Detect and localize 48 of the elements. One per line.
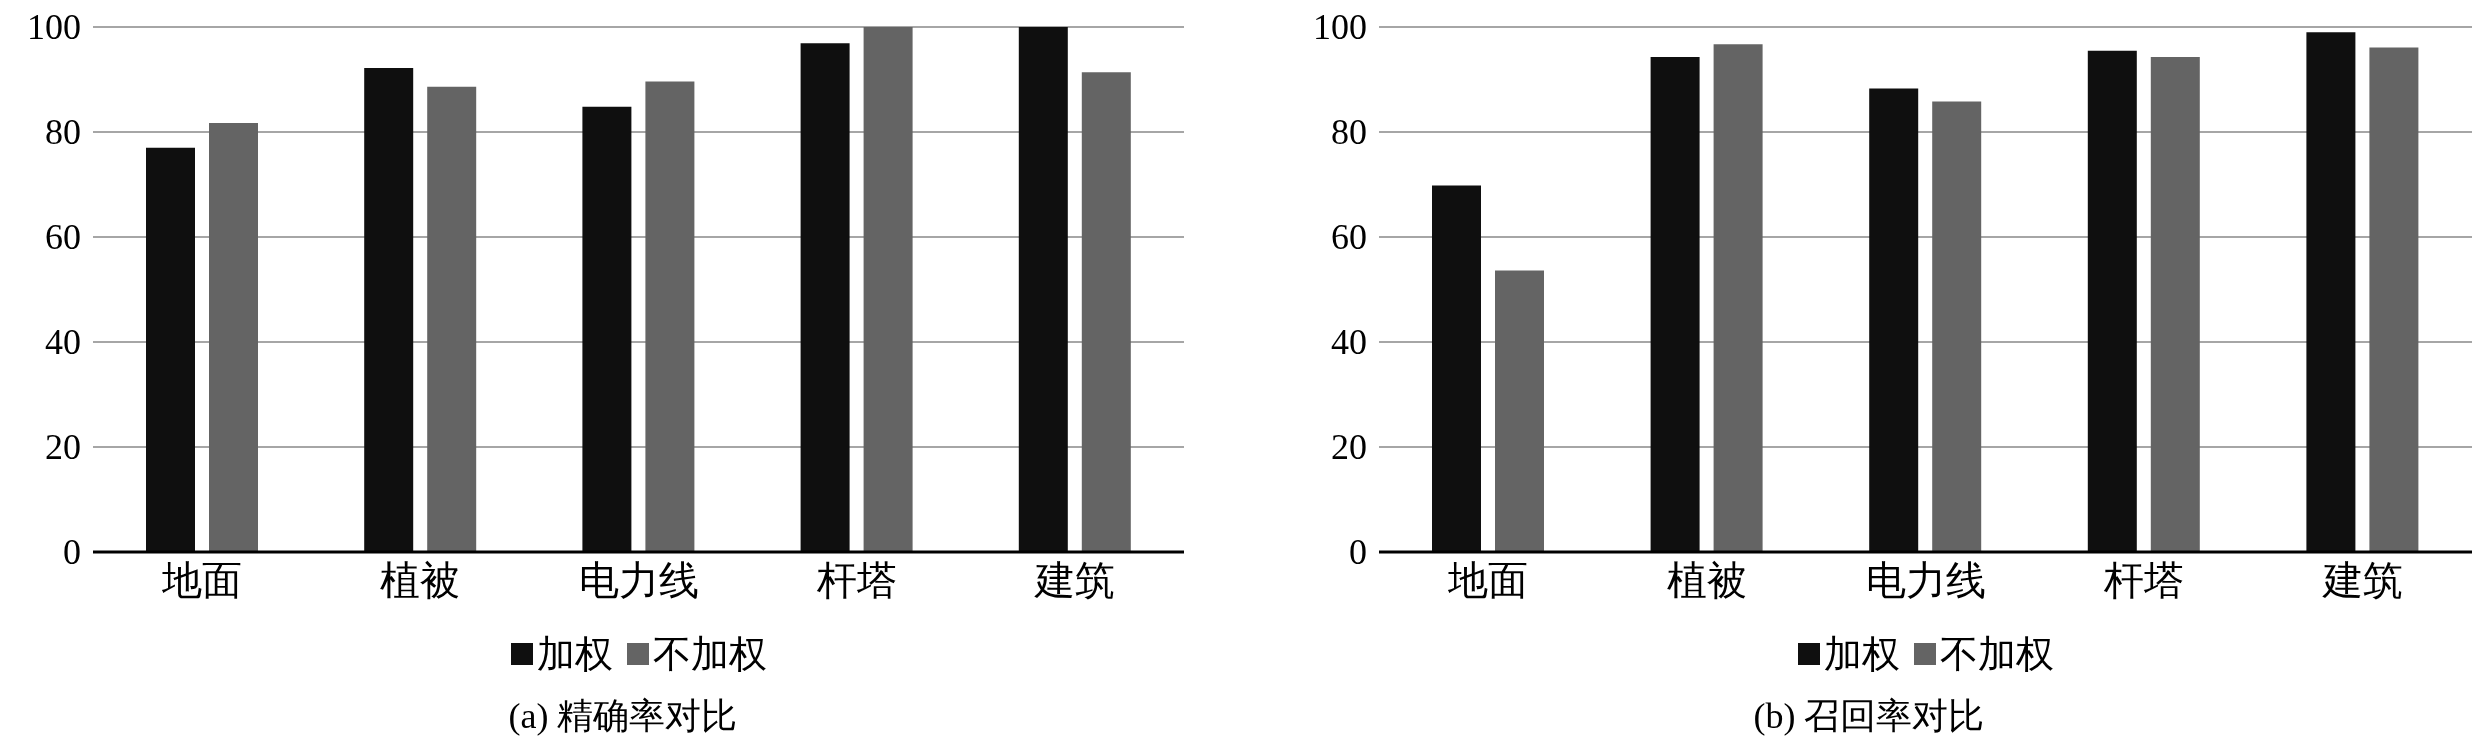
legend-label: 不加权 [1939,631,2054,677]
bar [2150,56,2200,552]
bar [1018,27,1068,552]
bar [1432,185,1481,552]
bar [2306,32,2356,552]
x-tick-label: 杆塔 [815,558,897,603]
y-tick-label: 60 [45,217,81,257]
bar [863,27,913,552]
x-tick-label: 植被 [380,558,461,603]
legend-label: 加权 [536,631,613,677]
bar [1713,44,1763,552]
bar [1869,88,1919,552]
y-tick-label: 100 [1313,7,1367,47]
y-tick-label: 0 [63,532,81,572]
x-tick-label: 建筑 [1033,558,1115,603]
x-tick-label: 杆塔 [2103,558,2185,603]
x-tick-label: 电力线 [1865,558,1986,603]
y-tick-label: 0 [1349,532,1367,572]
text: (b) 召回率对比 [1752,695,1986,738]
y-tick-label: 20 [45,427,81,467]
bar [582,106,632,552]
bar [209,123,258,552]
bar [1932,101,1982,552]
y-tick-label: 40 [1331,322,1367,362]
y-tick-label: 100 [27,7,81,47]
y-tick-label: 80 [45,112,81,152]
bar [1650,56,1700,552]
bar [2369,47,2419,552]
bar [146,147,195,552]
y-tick-label: 60 [1331,217,1367,257]
bar [1081,72,1131,552]
legend-label: 加权 [1823,631,1900,677]
legend-label: 不加权 [652,631,767,677]
text: (a) 精确率对比 [507,695,739,738]
bar [645,81,695,552]
bar [427,86,477,552]
bar [1495,270,1544,552]
bar [2087,50,2137,552]
bar [364,67,414,552]
x-tick-label: 地面 [1447,558,1529,603]
y-tick-label: 80 [1331,112,1367,152]
bar [800,43,850,552]
y-tick-label: 20 [1331,427,1367,467]
x-tick-label: 地面 [161,558,243,603]
x-tick-label: 电力线 [578,558,699,603]
x-tick-label: 建筑 [2321,558,2403,603]
y-tick-label: 40 [45,322,81,362]
x-tick-label: 植被 [1666,558,1747,603]
